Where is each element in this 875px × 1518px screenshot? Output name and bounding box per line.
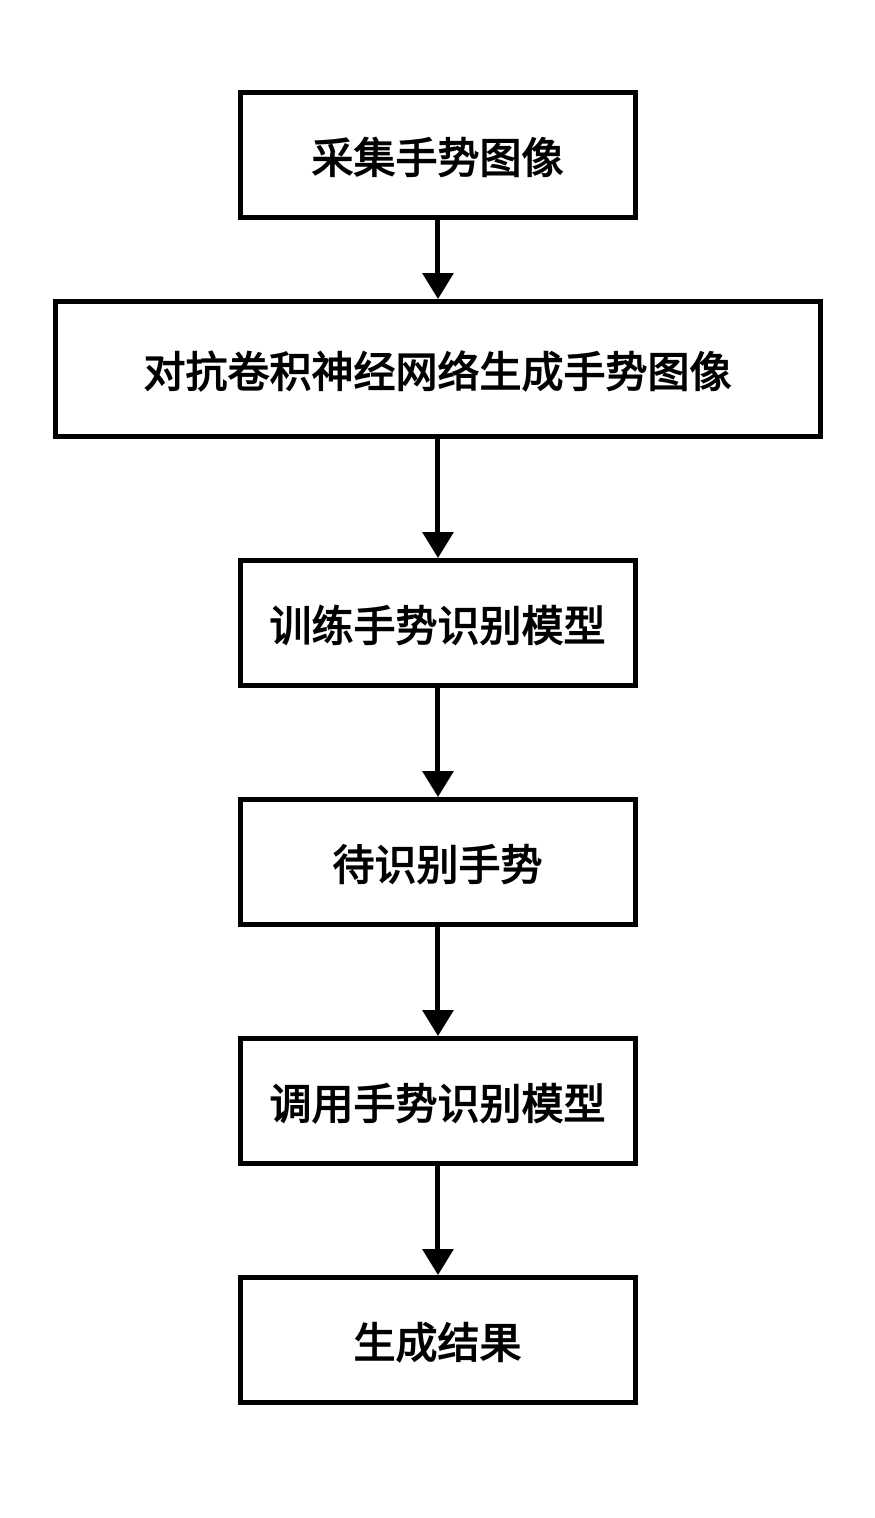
flowchart-arrow bbox=[422, 927, 454, 1036]
flowchart-node-5: 调用手势识别模型 bbox=[238, 1036, 638, 1166]
arrow-line bbox=[435, 439, 440, 533]
node-label: 生成结果 bbox=[353, 1310, 521, 1371]
flowchart-arrow bbox=[422, 1166, 454, 1275]
arrow-line bbox=[435, 1166, 440, 1250]
flowchart-arrow bbox=[422, 439, 454, 558]
flowchart-node-1: 采集手势图像 bbox=[238, 90, 638, 220]
arrow-line bbox=[435, 927, 440, 1011]
flowchart-container: 采集手势图像 对抗卷积神经网络生成手势图像 训练手势识别模型 待识别手势 调用手… bbox=[53, 90, 823, 1405]
flowchart-node-6: 生成结果 bbox=[238, 1275, 638, 1405]
flowchart-node-3: 训练手势识别模型 bbox=[238, 558, 638, 688]
node-label: 采集手势图像 bbox=[311, 125, 563, 186]
arrow-head-icon bbox=[422, 1249, 454, 1275]
node-label: 待识别手势 bbox=[332, 832, 542, 893]
node-label: 训练手势识别模型 bbox=[269, 593, 605, 654]
arrow-head-icon bbox=[422, 1010, 454, 1036]
flowchart-arrow bbox=[422, 220, 454, 299]
node-label: 调用手势识别模型 bbox=[269, 1071, 605, 1132]
flowchart-node-2: 对抗卷积神经网络生成手势图像 bbox=[53, 299, 823, 439]
arrow-head-icon bbox=[422, 771, 454, 797]
arrow-head-icon bbox=[422, 273, 454, 299]
flowchart-node-4: 待识别手势 bbox=[238, 797, 638, 927]
arrow-head-icon bbox=[422, 532, 454, 558]
flowchart-arrow bbox=[422, 688, 454, 797]
arrow-line bbox=[435, 220, 440, 274]
arrow-line bbox=[435, 688, 440, 772]
node-label: 对抗卷积神经网络生成手势图像 bbox=[143, 339, 731, 400]
